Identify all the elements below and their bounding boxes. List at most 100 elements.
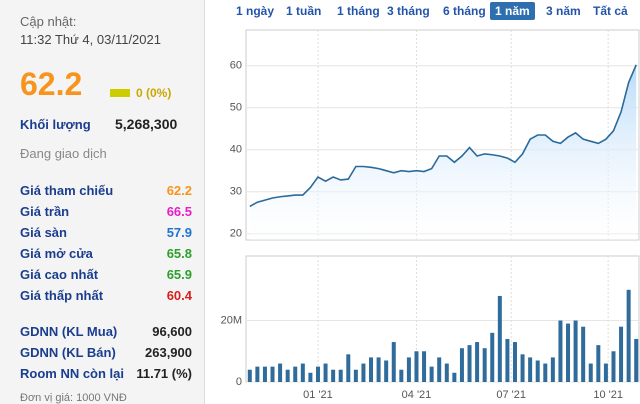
volume-bar [437,357,442,382]
volume-bar [497,295,502,382]
volume-bar [558,320,563,382]
charts: 20 30 40 50 60 0 20M 01 '21 04 '21 07 '21 10 '21 [221,29,640,401]
volume: 5,268,300 [115,116,178,132]
x-tick-label: 10 '21 [593,389,623,401]
foreign-label: GDNN (KL Mua) [20,324,118,339]
range-tab[interactable]: 1 ngày [236,4,275,18]
updated-time: 11:32 Thứ 4, 03/11/2021 [20,32,161,47]
volume-bar [581,326,586,382]
volume-bar [490,332,495,382]
price-label: Giá tham chiếu [20,183,114,198]
volume-bar [255,366,260,382]
updated-label: Cập nhật: [20,14,77,29]
price-label: Giá cao nhất [20,267,99,282]
volume-bar [588,363,593,382]
volume-bar [566,323,571,382]
price-value: 66.5 [166,204,192,219]
price: 62.2 [20,66,83,102]
y-tick-label: 20M [221,314,242,326]
y-tick-label: 20 [230,228,242,240]
volume-bar [573,320,578,382]
volume-bar [270,366,275,382]
info-panel: Cập nhật: 11:32 Thứ 4, 03/11/2021 62.2 0… [0,0,205,404]
volume-bar [475,342,480,382]
range-tab[interactable]: Tất cả [593,4,628,18]
price-value: 62.2 [166,183,192,198]
y-tick-label: 50 [230,102,242,114]
volume-bar [596,345,601,382]
volume-bar [399,369,404,382]
volume-bar [308,372,313,382]
volume-bar [406,357,411,382]
volume-bar [384,360,389,382]
volume-bar [459,348,464,382]
footer: Đơn vị giá: 1000 VNĐ [20,392,127,404]
y-tick-label: 30 [230,186,242,198]
volume-bar [611,351,616,382]
x-tick-label: 04 '21 [402,389,432,401]
volume-bar [535,360,540,382]
price-label: Giá mở cửa [20,246,93,261]
range-tabs: 1 ngày 1 tuần 1 tháng 3 tháng 6 tháng 1 năm 3 … [225,2,640,20]
change: 0 (0%) [136,86,172,100]
volume-bar [444,363,449,382]
range-tab[interactable]: 1 tháng [337,4,380,18]
volume-bar [293,366,298,382]
volume-bar [391,342,396,382]
volume-bar [543,363,548,382]
volume-bar [262,366,267,382]
volume-bar [603,363,608,382]
volume-bar [346,354,351,382]
price-label: Giá thấp nhất [20,288,104,303]
y-tick-label: 40 [230,144,242,156]
volume-bar [323,363,328,382]
foreign-value: 96,600 [152,324,192,339]
volume-bar [369,357,374,382]
volume-bar [467,345,472,382]
volume-bar [482,348,487,382]
range-tab[interactable]: 1 tuần [286,4,322,18]
volume-bar [315,366,320,382]
volume-bar [278,363,283,382]
price-line [249,64,637,208]
range-tab[interactable]: 3 tháng [387,4,430,18]
price-label: Giá trần [20,204,70,219]
x-tick-label: 07 '21 [496,389,526,401]
volume-bar [353,369,358,382]
volume-bar [338,369,343,382]
volume-bar [634,338,639,382]
volume-bar [512,342,517,382]
volume-bar [626,289,631,382]
volume-bar [361,363,366,382]
range-tab[interactable]: 3 năm [546,4,581,18]
price-label: Giá sàn [20,225,67,240]
range-tab[interactable]: 1 năm [490,2,535,20]
y-tick-label: 0 [236,376,242,388]
volume-bar [247,369,252,382]
volume-bar [452,372,457,382]
change-icon [110,89,130,97]
volume-bar [414,351,419,382]
volume-bar [528,357,533,382]
range-tab[interactable]: 6 tháng [443,4,486,18]
volume-bar [429,366,434,382]
x-tick-label: 01 '21 [303,389,333,401]
volume-bar [422,351,427,382]
foreign-label: Room NN còn lại [20,366,125,381]
volume-bar [505,338,510,382]
price-area [249,64,637,240]
volume-bar [300,363,305,382]
volume-label: Khối lượng [20,117,91,132]
volume-bar [376,357,381,382]
price-value: 65.9 [166,267,192,282]
foreign-value: 11.71 (%) [136,366,192,381]
price-value: 57.9 [166,225,192,240]
plot-frame [245,255,640,383]
status: Đang giao dịch [20,146,107,161]
price-value: 65.8 [166,246,192,261]
volume-bar [520,354,525,382]
volume-bar [285,369,290,382]
y-tick-label: 60 [230,60,242,72]
volume-bar [619,326,624,382]
